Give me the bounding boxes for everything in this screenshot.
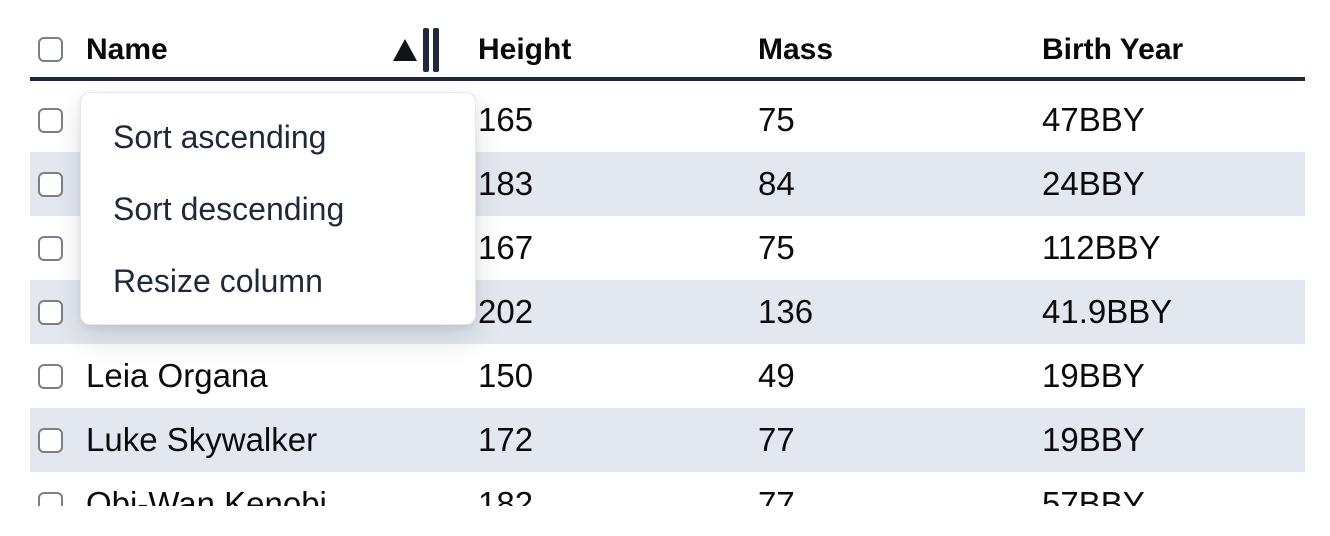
row-checkbox-cell bbox=[30, 235, 86, 261]
row-checkbox[interactable] bbox=[38, 107, 63, 133]
column-header-height[interactable]: Height bbox=[478, 32, 572, 66]
row-checkbox-cell bbox=[30, 299, 86, 325]
cell-name: Luke Skywalker bbox=[86, 421, 318, 458]
cell-height: 165 bbox=[478, 101, 534, 138]
cell-birth-year: 41.9BBY bbox=[1042, 293, 1173, 330]
menu-item-resize-column[interactable]: Resize column bbox=[113, 262, 323, 299]
data-table: Name Height Mass Birth Year 165 75 47BBY… bbox=[30, 0, 1305, 506]
cell-birth-year: 47BBY bbox=[1042, 101, 1145, 138]
row-checkbox-cell bbox=[30, 427, 86, 453]
cell-height: 167 bbox=[478, 229, 534, 266]
row-checkbox[interactable] bbox=[38, 491, 63, 506]
row-checkbox-cell bbox=[30, 363, 86, 389]
cell-mass: 84 bbox=[758, 165, 795, 202]
cell-mass: 75 bbox=[758, 229, 795, 266]
cell-birth-year: 24BBY bbox=[1042, 165, 1145, 202]
table-row: 165 75 47BBY bbox=[30, 88, 1305, 152]
table-row: Obi-Wan Kenobi 182 77 57BBY bbox=[30, 472, 1305, 506]
table-body: 165 75 47BBY 183 84 24BBY 167 75 112BBY … bbox=[30, 81, 1305, 506]
row-checkbox[interactable] bbox=[38, 171, 63, 197]
table-header-row: Name Height Mass Birth Year bbox=[30, 0, 1305, 81]
column-header-name[interactable]: Name bbox=[86, 22, 478, 77]
row-checkbox[interactable] bbox=[38, 363, 63, 389]
cell-birth-year: 19BBY bbox=[1042, 357, 1145, 394]
cell-name: Leia Organa bbox=[86, 357, 268, 394]
column-context-menu: Sort ascending Sort descending Resize co… bbox=[80, 92, 476, 325]
table-row: Luke Skywalker 172 77 19BBY bbox=[30, 408, 1305, 472]
row-checkbox[interactable] bbox=[38, 427, 63, 453]
cell-mass: 49 bbox=[758, 357, 795, 394]
row-checkbox-cell bbox=[30, 171, 86, 197]
cell-birth-year: 112BBY bbox=[1042, 229, 1161, 266]
column-header-mass[interactable]: Mass bbox=[758, 32, 834, 66]
header-checkbox-cell bbox=[30, 37, 86, 62]
cell-name: Obi-Wan Kenobi bbox=[86, 485, 327, 506]
row-checkbox[interactable] bbox=[38, 299, 63, 325]
table-row: 167 75 112BBY bbox=[30, 216, 1305, 280]
cell-mass: 77 bbox=[758, 421, 795, 458]
column-resize-handle-icon[interactable] bbox=[423, 27, 439, 72]
cell-mass: 136 bbox=[758, 293, 814, 330]
row-checkbox-cell bbox=[30, 107, 86, 133]
column-header-name-label: Name bbox=[86, 32, 168, 66]
cell-height: 202 bbox=[478, 293, 534, 330]
cell-height: 172 bbox=[478, 421, 534, 458]
cell-birth-year: 57BBY bbox=[1042, 485, 1145, 506]
cell-height: 183 bbox=[478, 165, 534, 202]
cell-height: 150 bbox=[478, 357, 534, 394]
cell-height: 182 bbox=[478, 485, 534, 506]
menu-item-sort-ascending[interactable]: Sort ascending bbox=[113, 118, 327, 155]
row-checkbox[interactable] bbox=[38, 235, 63, 261]
select-all-checkbox[interactable] bbox=[38, 37, 63, 62]
table-row: 202 136 41.9BBY bbox=[30, 280, 1305, 344]
column-header-birth-year[interactable]: Birth Year bbox=[1042, 32, 1184, 66]
menu-item-sort-descending[interactable]: Sort descending bbox=[113, 190, 345, 227]
row-checkbox-cell bbox=[30, 491, 86, 506]
table-row: Leia Organa 150 49 19BBY bbox=[30, 344, 1305, 408]
cell-mass: 75 bbox=[758, 101, 795, 138]
cell-mass: 77 bbox=[758, 485, 795, 506]
sort-ascending-icon bbox=[393, 38, 417, 61]
cell-birth-year: 19BBY bbox=[1042, 421, 1145, 458]
